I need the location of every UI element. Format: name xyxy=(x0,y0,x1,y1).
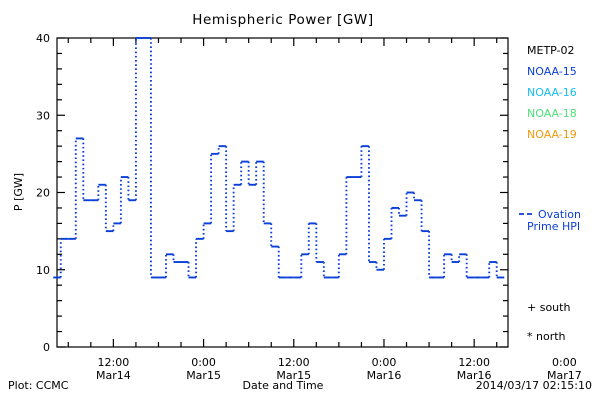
y-tick-label: 10 xyxy=(36,264,50,277)
x-tick-label-time: 12:00 xyxy=(278,356,310,369)
x-axis: 12:00Mar140:00Mar1512:00Mar150:00Mar1612… xyxy=(67,38,582,382)
chart-title: Hemispheric Power [GW] xyxy=(192,12,374,28)
legend-item-metp-02[interactable]: METP-02 xyxy=(527,44,575,57)
y-tick-label: 20 xyxy=(36,187,50,200)
x-tick-label-date: Mar16 xyxy=(367,369,402,382)
x-tick-label-date: Mar15 xyxy=(276,369,311,382)
x-tick-label-time: 12:00 xyxy=(458,356,490,369)
x-tick-label-time: 0:00 xyxy=(191,356,216,369)
data-series-group xyxy=(53,37,505,279)
legend-item-noaa-19[interactable]: NOAA-19 xyxy=(527,128,577,141)
timestamp: 2014/03/17 02:15:10 xyxy=(476,379,592,392)
legend-item-noaa-18[interactable]: NOAA-18 xyxy=(527,107,577,120)
legend-item-noaa-16[interactable]: NOAA-16 xyxy=(527,86,577,99)
plot-credit: Plot: CCMC xyxy=(8,379,69,392)
y-tick-label: 0 xyxy=(43,341,50,354)
series-noaa-15 xyxy=(53,37,505,279)
legend-marker-south: + south xyxy=(527,301,570,314)
x-tick-label-date: Mar17 xyxy=(547,369,582,382)
legend-marker-north: * north xyxy=(527,330,566,343)
x-tick-label-date: Mar15 xyxy=(186,369,221,382)
x-tick-label-date: Mar14 xyxy=(96,369,131,382)
x-axis-title: Date and Time xyxy=(243,379,324,392)
x-tick-label-time: 0:00 xyxy=(552,356,577,369)
legend-item-ovation-prime-hpi-line2[interactable]: Prime HPI xyxy=(527,220,580,233)
legend: METP-02 NOAA-15 NOAA-16 NOAA-18 NOAA-19 Ovati… xyxy=(519,44,581,343)
legend-item-noaa-15[interactable]: NOAA-15 xyxy=(527,65,577,78)
x-tick-label-date: Mar16 xyxy=(457,369,492,382)
y-axis: 0 10 20 30 40 xyxy=(36,32,508,354)
y-tick-label: 40 xyxy=(36,32,50,45)
y-tick-label: 30 xyxy=(36,109,50,122)
x-tick-label-time: 12:00 xyxy=(98,356,130,369)
x-tick-label-time: 0:00 xyxy=(372,356,397,369)
y-axis-title: P [GW] xyxy=(12,173,25,211)
legend-item-ovation-prime-hpi[interactable]: Ovation xyxy=(538,208,581,221)
